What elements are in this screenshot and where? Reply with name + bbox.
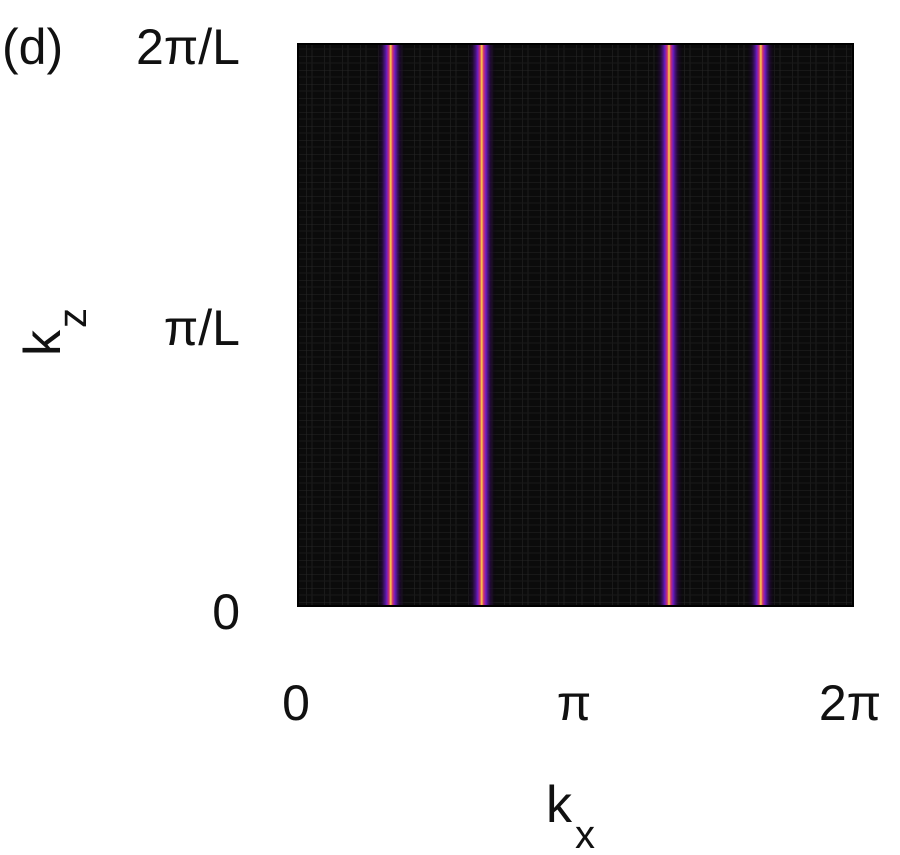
y-tick-label-bottom: 0 (212, 584, 240, 640)
y-tick-label-middle: π/L (164, 300, 240, 356)
x-tick-label-left: 0 (282, 675, 310, 731)
intensity-ridge-1 (375, 44, 406, 606)
plot-frame (297, 43, 854, 607)
y-tick-label-top: 2π/L (136, 19, 240, 75)
intensity-ridges (375, 44, 776, 606)
intensity-ridge-4 (745, 44, 776, 606)
y-axis-label-subscript: z (51, 308, 95, 328)
x-tick-label-middle: π (557, 675, 592, 731)
intensity-ridge-2 (466, 44, 497, 606)
x-axis-label: k (546, 776, 573, 834)
y-axis-label: k (14, 329, 72, 356)
intensity-ridge-3 (653, 44, 684, 606)
x-tick-label-right: 2π (819, 675, 881, 731)
x-axis-label-subscript: x (575, 813, 595, 855)
panel-label: (d) (2, 19, 63, 75)
